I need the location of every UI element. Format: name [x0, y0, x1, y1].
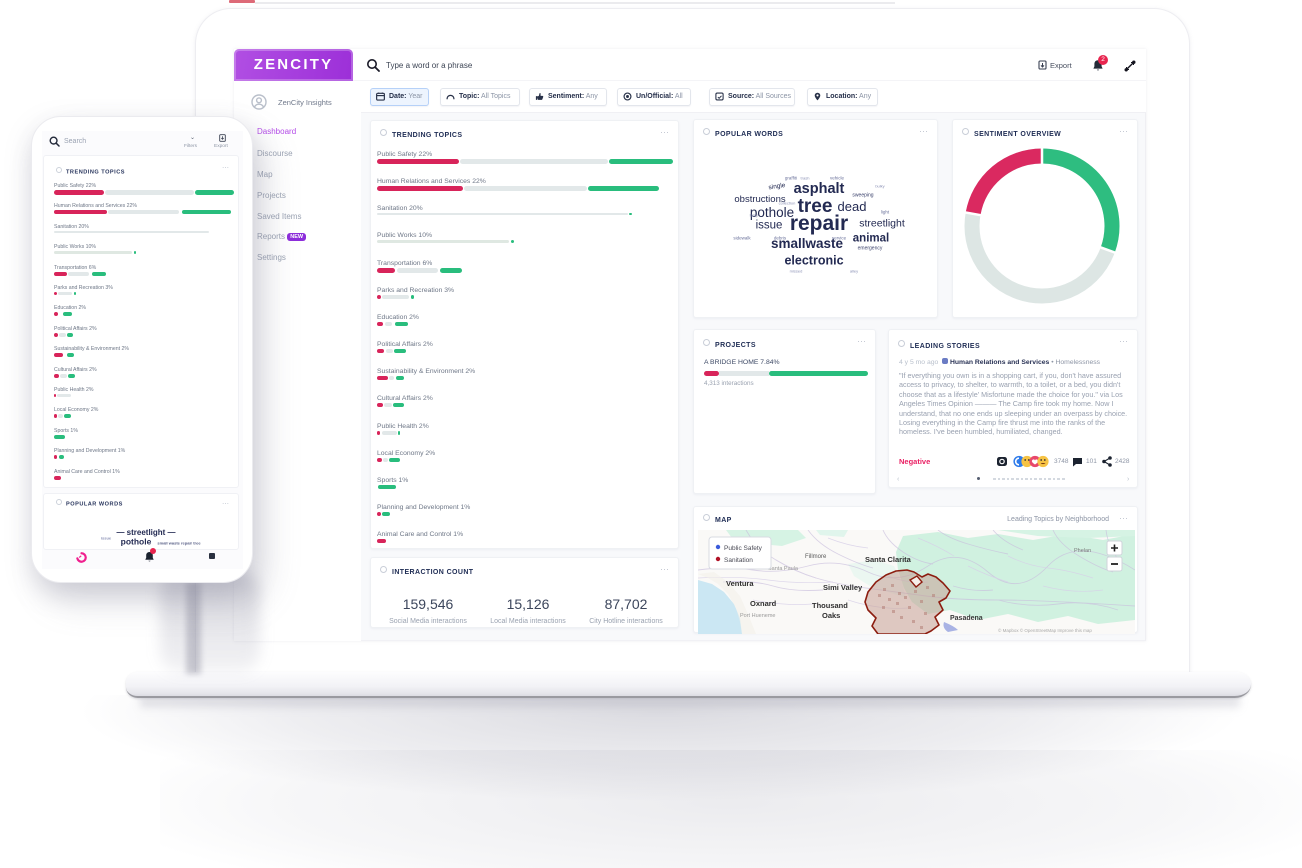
svg-text:Phelan: Phelan [1074, 548, 1091, 554]
svg-text:Pasadena: Pasadena [950, 615, 983, 622]
svg-text:Oaks: Oaks [822, 611, 840, 620]
svg-text:Santa Clarita: Santa Clarita [865, 555, 912, 564]
svg-text:Ventura: Ventura [726, 579, 754, 588]
svg-text:Santa Paula: Santa Paula [768, 566, 799, 572]
svg-text:Thousand: Thousand [812, 601, 848, 610]
svg-text:Sanitation: Sanitation [724, 557, 753, 564]
svg-text:Public Safety: Public Safety [724, 545, 763, 552]
svg-text:Port Hueneme: Port Hueneme [740, 613, 775, 619]
svg-text:Simi Valley: Simi Valley [823, 583, 863, 592]
svg-text:Oxnard: Oxnard [750, 599, 777, 608]
svg-text:Fillmore: Fillmore [805, 554, 827, 560]
svg-text:© Mapbox © OpenStreetMap Impro: © Mapbox © OpenStreetMap Improve this ma… [998, 627, 1092, 633]
